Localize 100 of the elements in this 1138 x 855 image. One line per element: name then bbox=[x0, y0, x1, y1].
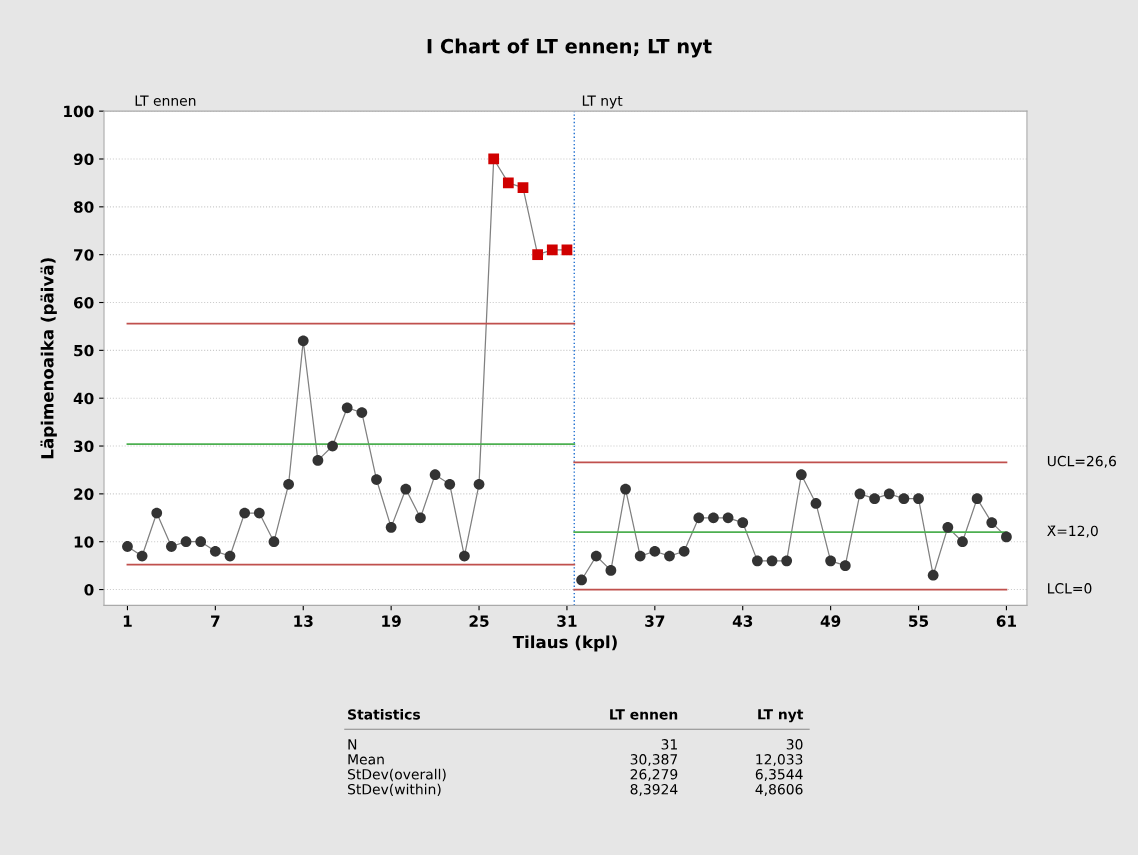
text: 31 bbox=[661, 739, 677, 750]
y-tick-label: 50 bbox=[74, 344, 94, 357]
point bbox=[986, 517, 998, 528]
text: 30 bbox=[786, 739, 803, 750]
y-tick-label: 20 bbox=[74, 488, 94, 500]
point bbox=[883, 488, 895, 500]
text: X̄=12,0 bbox=[1047, 525, 1098, 538]
point bbox=[605, 565, 617, 576]
point bbox=[195, 536, 207, 548]
point bbox=[737, 517, 749, 528]
text: StDev(within) bbox=[348, 783, 441, 797]
point bbox=[151, 507, 163, 519]
x-tick-label: 13 bbox=[294, 615, 313, 627]
point bbox=[239, 507, 251, 519]
point bbox=[517, 182, 529, 194]
x-tick-label: 49 bbox=[820, 615, 841, 627]
point bbox=[180, 536, 192, 548]
point bbox=[634, 550, 646, 562]
point bbox=[708, 512, 719, 524]
point bbox=[854, 488, 866, 500]
text: LCL=0 bbox=[1048, 583, 1092, 594]
point bbox=[781, 555, 793, 567]
point bbox=[664, 550, 675, 562]
text: LT ennen bbox=[610, 709, 678, 720]
point bbox=[122, 541, 133, 552]
text: N bbox=[348, 739, 357, 750]
point bbox=[532, 249, 544, 261]
point bbox=[444, 478, 456, 490]
point bbox=[385, 521, 397, 533]
point bbox=[136, 550, 148, 562]
y-tick-label: 80 bbox=[73, 201, 94, 213]
text: Mean bbox=[348, 754, 384, 765]
text: 8,3924 bbox=[630, 783, 678, 796]
x-tick-label: 37 bbox=[645, 615, 665, 627]
x-tick-label: 1 bbox=[123, 615, 132, 627]
point bbox=[502, 177, 514, 189]
chart-title: I Chart of LT ennen; LT nyt bbox=[427, 38, 712, 58]
text: UCL=26,6 bbox=[1047, 455, 1116, 468]
text: StDev(overall) bbox=[348, 768, 446, 782]
point bbox=[209, 545, 221, 557]
x-tick-label: 19 bbox=[382, 615, 401, 627]
point bbox=[620, 483, 631, 495]
point bbox=[166, 541, 177, 552]
point bbox=[795, 469, 807, 481]
point bbox=[957, 536, 968, 548]
point bbox=[927, 569, 939, 581]
point bbox=[678, 545, 690, 557]
point bbox=[839, 560, 851, 572]
point bbox=[415, 512, 426, 524]
point bbox=[898, 493, 910, 505]
point bbox=[590, 550, 602, 562]
point bbox=[869, 493, 880, 505]
point bbox=[253, 507, 265, 519]
point bbox=[693, 512, 705, 524]
x-tick-label: 31 bbox=[557, 615, 577, 627]
y-axis-title: Läpimenoaika (päivä) bbox=[40, 258, 57, 459]
x-axis-title: Tilaus (kpl) bbox=[512, 635, 617, 652]
point bbox=[546, 244, 558, 256]
point bbox=[1001, 531, 1012, 543]
text: 30,387 bbox=[630, 754, 678, 766]
point bbox=[371, 474, 382, 485]
text: 26,279 bbox=[630, 769, 678, 781]
text: 12,033 bbox=[756, 754, 803, 766]
point bbox=[971, 493, 983, 505]
point bbox=[942, 521, 954, 533]
point bbox=[722, 512, 734, 524]
text: LT nyt bbox=[582, 95, 623, 109]
point bbox=[576, 574, 587, 586]
point bbox=[488, 153, 500, 165]
y-tick-label: 70 bbox=[74, 249, 94, 261]
point bbox=[297, 335, 309, 347]
point bbox=[312, 455, 324, 466]
y-tick-label: 40 bbox=[73, 392, 94, 405]
point bbox=[649, 545, 661, 557]
point bbox=[327, 440, 338, 452]
text: 4,8606 bbox=[755, 783, 803, 796]
text: 6,3544 bbox=[755, 769, 803, 781]
text: LT ennen bbox=[135, 95, 196, 106]
point bbox=[913, 493, 924, 505]
x-tick-label: 55 bbox=[909, 615, 929, 627]
point bbox=[429, 469, 441, 481]
y-tick-label: 60 bbox=[73, 296, 94, 309]
text: LT nyt bbox=[758, 709, 804, 723]
point bbox=[283, 478, 294, 490]
point bbox=[473, 478, 485, 490]
point bbox=[766, 555, 778, 567]
y-tick-label: 0 bbox=[84, 584, 94, 596]
point bbox=[224, 550, 236, 562]
point bbox=[752, 555, 763, 567]
point bbox=[356, 407, 368, 418]
point bbox=[341, 402, 353, 414]
x-tick-label: 25 bbox=[469, 615, 489, 627]
y-tick-label: 30 bbox=[74, 440, 94, 453]
point bbox=[825, 555, 837, 567]
point bbox=[459, 550, 470, 562]
y-tick-label: 100 bbox=[64, 105, 94, 118]
x-tick-label: 7 bbox=[211, 615, 220, 627]
x-tick-label: 61 bbox=[996, 615, 1016, 627]
text: Statistics bbox=[348, 708, 421, 720]
x-tick-label: 43 bbox=[732, 615, 753, 627]
